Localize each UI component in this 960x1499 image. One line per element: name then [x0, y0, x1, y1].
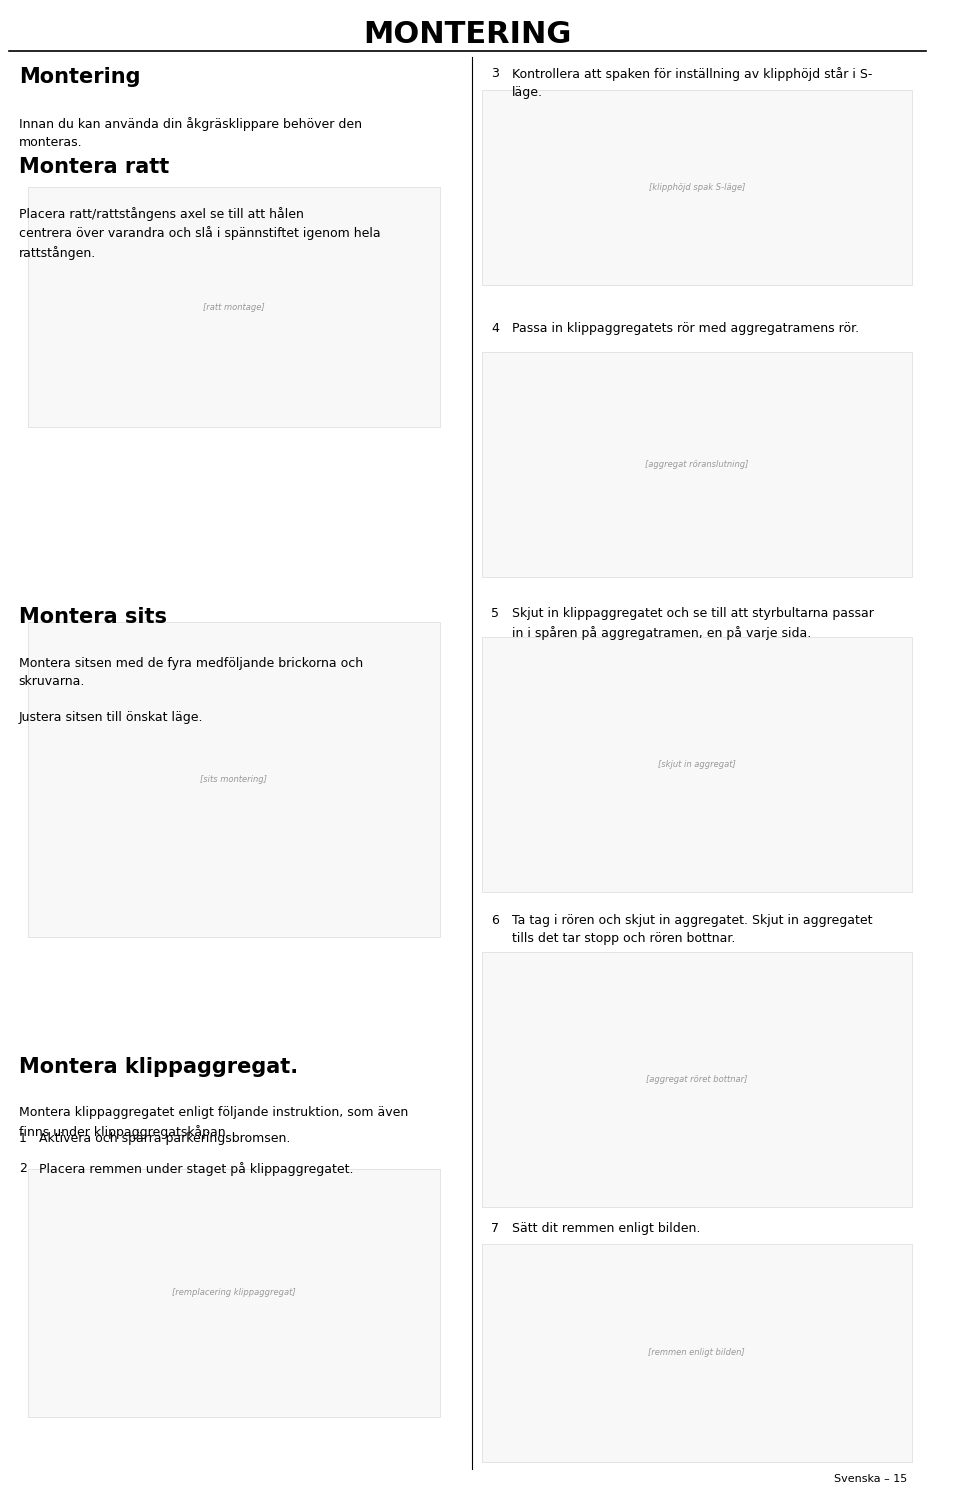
FancyBboxPatch shape: [28, 187, 440, 427]
Text: [remmen enligt bilden]: [remmen enligt bilden]: [648, 1348, 745, 1358]
Text: [aggregat röranslutning]: [aggregat röranslutning]: [645, 460, 749, 469]
Text: [remplacering klippaggregat]: [remplacering klippaggregat]: [172, 1288, 296, 1298]
Text: Ta tag i rören och skjut in aggregatet. Skjut in aggregatet
tills det tar stopp : Ta tag i rören och skjut in aggregatet. …: [512, 914, 872, 946]
Text: [skjut in aggregat]: [skjut in aggregat]: [658, 760, 735, 769]
Text: 4: 4: [491, 322, 499, 336]
Text: 6: 6: [491, 914, 499, 928]
Text: Passa in klippaggregatets rör med aggregatramens rör.: Passa in klippaggregatets rör med aggreg…: [512, 322, 858, 336]
Text: Montera sits: Montera sits: [18, 607, 167, 627]
Text: 3: 3: [491, 67, 499, 81]
Text: Montera ratt: Montera ratt: [18, 157, 169, 177]
Text: Kontrollera att spaken för inställning av klipphöjd står i S-
läge.: Kontrollera att spaken för inställning a…: [512, 67, 872, 99]
Text: [klipphöjd spak S-läge]: [klipphöjd spak S-läge]: [649, 183, 745, 192]
FancyBboxPatch shape: [482, 637, 912, 892]
Text: [sits montering]: [sits montering]: [201, 775, 267, 784]
Text: Montera sitsen med de fyra medföljande brickorna och
skruvarna.

Justera sitsen : Montera sitsen med de fyra medföljande b…: [18, 657, 363, 724]
Text: Placera remmen under staget på klippaggregatet.: Placera remmen under staget på klippaggr…: [39, 1162, 354, 1175]
Text: 5: 5: [491, 607, 499, 621]
Text: Sätt dit remmen enligt bilden.: Sätt dit remmen enligt bilden.: [512, 1222, 700, 1235]
FancyBboxPatch shape: [482, 352, 912, 577]
Text: Montering: Montering: [18, 67, 140, 87]
Text: MONTERING: MONTERING: [364, 19, 572, 49]
Text: Svenska – 15: Svenska – 15: [834, 1474, 907, 1484]
Text: [aggregat röret bottnar]: [aggregat röret bottnar]: [646, 1075, 748, 1084]
Text: [ratt montage]: [ratt montage]: [203, 303, 265, 312]
FancyBboxPatch shape: [482, 1244, 912, 1462]
Text: Innan du kan använda din åkgräsklippare behöver den
monteras.: Innan du kan använda din åkgräsklippare …: [18, 117, 362, 148]
Text: Aktivera och spärra parkeringsbromsen.: Aktivera och spärra parkeringsbromsen.: [39, 1132, 291, 1145]
FancyBboxPatch shape: [28, 622, 440, 937]
Text: 1: 1: [18, 1132, 27, 1145]
FancyBboxPatch shape: [482, 952, 912, 1207]
FancyBboxPatch shape: [482, 90, 912, 285]
Text: Skjut in klippaggregatet och se till att styrbultarna passar
in i spåren på aggr: Skjut in klippaggregatet och se till att…: [512, 607, 874, 640]
Text: 2: 2: [18, 1162, 27, 1175]
FancyBboxPatch shape: [28, 1169, 440, 1417]
Text: Montera klippaggregat.: Montera klippaggregat.: [18, 1057, 298, 1076]
Text: Placera ratt/rattstångens axel se till att hålen
centrera över varandra och slå : Placera ratt/rattstångens axel se till a…: [18, 207, 380, 259]
Text: 7: 7: [491, 1222, 499, 1235]
Text: Montera klippaggregatet enligt följande instruktion, som även
finns under klippa: Montera klippaggregatet enligt följande …: [18, 1106, 408, 1139]
